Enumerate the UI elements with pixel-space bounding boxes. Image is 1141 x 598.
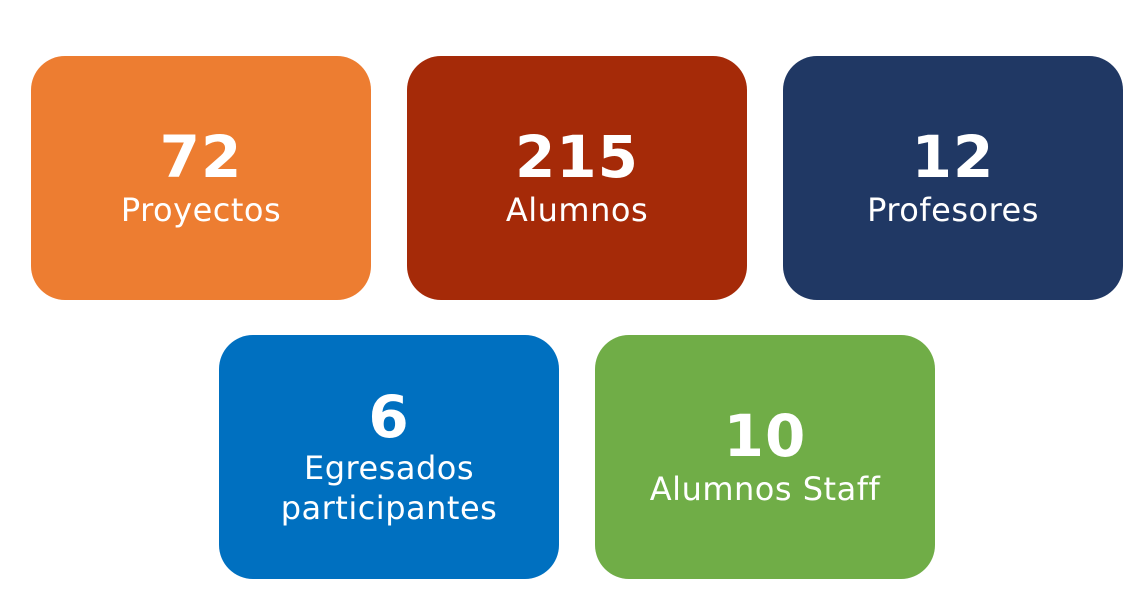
stat-card-proyectos: 72 Proyectos (31, 56, 371, 300)
stat-label: Alumnos (505, 191, 649, 229)
stat-label: Egresados (303, 449, 474, 487)
stat-value: 12 (911, 123, 995, 191)
stat-value: 215 (514, 123, 640, 191)
stat-card-alumnos: 215 Alumnos (407, 56, 747, 300)
stat-card-egresados: 6 Egresados participantes (219, 335, 559, 579)
stat-label: Alumnos Staff (649, 470, 881, 508)
stat-value: 72 (159, 123, 243, 191)
stat-card-profesores: 12 Profesores (783, 56, 1123, 300)
stat-value: 6 (368, 383, 410, 451)
stat-value: 10 (723, 402, 807, 470)
stat-label: Profesores (867, 191, 1039, 229)
stat-card-alumnos-staff: 10 Alumnos Staff (595, 335, 935, 579)
stat-label: Proyectos (120, 191, 282, 229)
stat-label-line2: participantes (280, 489, 498, 527)
